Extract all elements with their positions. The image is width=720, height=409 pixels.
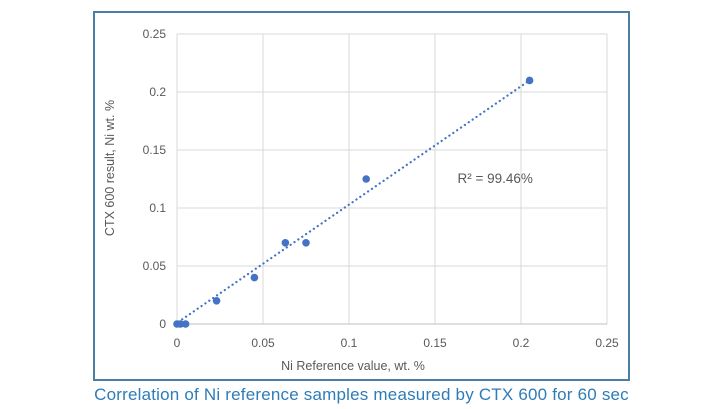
x-tick-label: 0.25 [595, 336, 619, 350]
figure-caption: Correlation of Ni reference samples meas… [94, 385, 629, 404]
trendline [181, 79, 531, 321]
y-tick-label: 0.05 [143, 259, 167, 273]
chart-figure: 0 0.05 0.1 0.15 0.2 0.25 0 0.05 0.1 0.15 0.2 0.25 Ni… [93, 11, 630, 381]
data-point [212, 297, 221, 305]
x-tick-label: 0.15 [423, 336, 447, 350]
y-tick-label: 0.25 [143, 27, 167, 41]
data-point [362, 175, 371, 183]
y-axis-title: CTX 600 result, Ni wt. % [103, 100, 117, 236]
data-point [250, 273, 259, 282]
y-tick-label: 0.15 [143, 143, 167, 157]
x-axis-title: Ni Reference value, wt. % [281, 359, 425, 373]
r-squared-annotation: R² = 99.46% [457, 171, 532, 186]
x-tick-label: 0.05 [251, 336, 275, 350]
y-tick-label: 0 [159, 317, 166, 331]
y-tick-label: 0.2 [149, 85, 166, 99]
data-point [181, 320, 190, 328]
x-tick-label: 0 [174, 336, 181, 350]
x-tick-label: 0.2 [513, 336, 530, 350]
y-tick-label: 0.1 [149, 201, 166, 215]
data-point [302, 239, 310, 247]
scatter-chart: 0 0.05 0.1 0.15 0.2 0.25 0 0.05 0.1 0.15 0.2 0.25 Ni… [103, 27, 619, 373]
data-point [525, 76, 534, 85]
x-tick-label: 0.1 [341, 336, 358, 350]
data-point [281, 239, 290, 247]
